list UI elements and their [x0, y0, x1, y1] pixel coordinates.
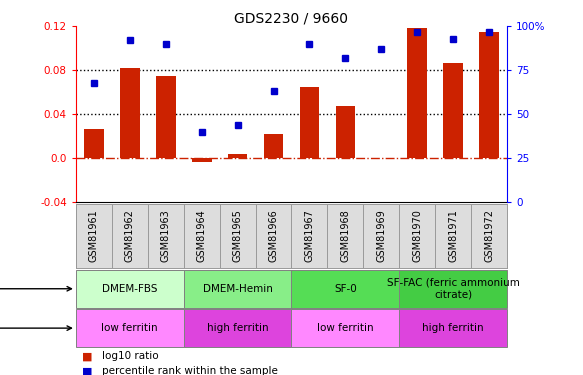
Bar	[84, 129, 104, 158]
Bar	[76, 309, 184, 347]
Text: percentile rank within the sample: percentile rank within the sample	[102, 366, 278, 375]
Bar	[479, 32, 499, 158]
Text: GSM81972: GSM81972	[484, 209, 494, 262]
Text: DMEM-FBS: DMEM-FBS	[102, 284, 157, 294]
Text: SF-0: SF-0	[334, 284, 357, 294]
Text: GSM81963: GSM81963	[161, 209, 171, 262]
Bar	[228, 154, 247, 158]
Bar	[264, 134, 283, 158]
Text: low ferritin: low ferritin	[101, 323, 158, 333]
Bar	[120, 68, 139, 158]
Text: growth protocol: growth protocol	[0, 323, 72, 333]
Bar	[192, 158, 212, 162]
Text: GSM81968: GSM81968	[340, 209, 350, 262]
Bar	[336, 106, 355, 158]
Bar	[399, 309, 507, 347]
Bar	[292, 270, 399, 308]
Text: GSM81970: GSM81970	[412, 209, 422, 262]
Text: low ferritin: low ferritin	[317, 323, 374, 333]
Text: ■: ■	[82, 366, 92, 375]
Text: ■: ■	[82, 351, 92, 361]
Bar	[300, 87, 319, 158]
Title: GDS2230 / 9660: GDS2230 / 9660	[234, 11, 349, 25]
Text: high ferritin: high ferritin	[207, 323, 268, 333]
Bar	[184, 270, 292, 308]
Bar	[76, 270, 184, 308]
Bar	[292, 309, 399, 347]
Text: SF-FAC (ferric ammonium
citrate): SF-FAC (ferric ammonium citrate)	[387, 278, 519, 300]
Bar	[444, 63, 463, 158]
Bar	[184, 309, 292, 347]
Text: GSM81965: GSM81965	[233, 209, 243, 262]
Text: GSM81964: GSM81964	[196, 209, 206, 262]
Bar	[399, 270, 507, 308]
Text: high ferritin: high ferritin	[423, 323, 484, 333]
Text: DMEM-Hemin: DMEM-Hemin	[203, 284, 272, 294]
Text: GSM81966: GSM81966	[269, 209, 279, 262]
Text: GSM81971: GSM81971	[448, 209, 458, 262]
Bar	[408, 28, 427, 158]
Text: log10 ratio: log10 ratio	[102, 351, 159, 361]
Text: GSM81967: GSM81967	[304, 209, 314, 262]
Text: GSM81962: GSM81962	[125, 209, 135, 262]
Bar	[156, 76, 175, 158]
Text: GSM81969: GSM81969	[377, 209, 387, 262]
Text: agent: agent	[0, 284, 72, 294]
Text: GSM81961: GSM81961	[89, 209, 99, 262]
